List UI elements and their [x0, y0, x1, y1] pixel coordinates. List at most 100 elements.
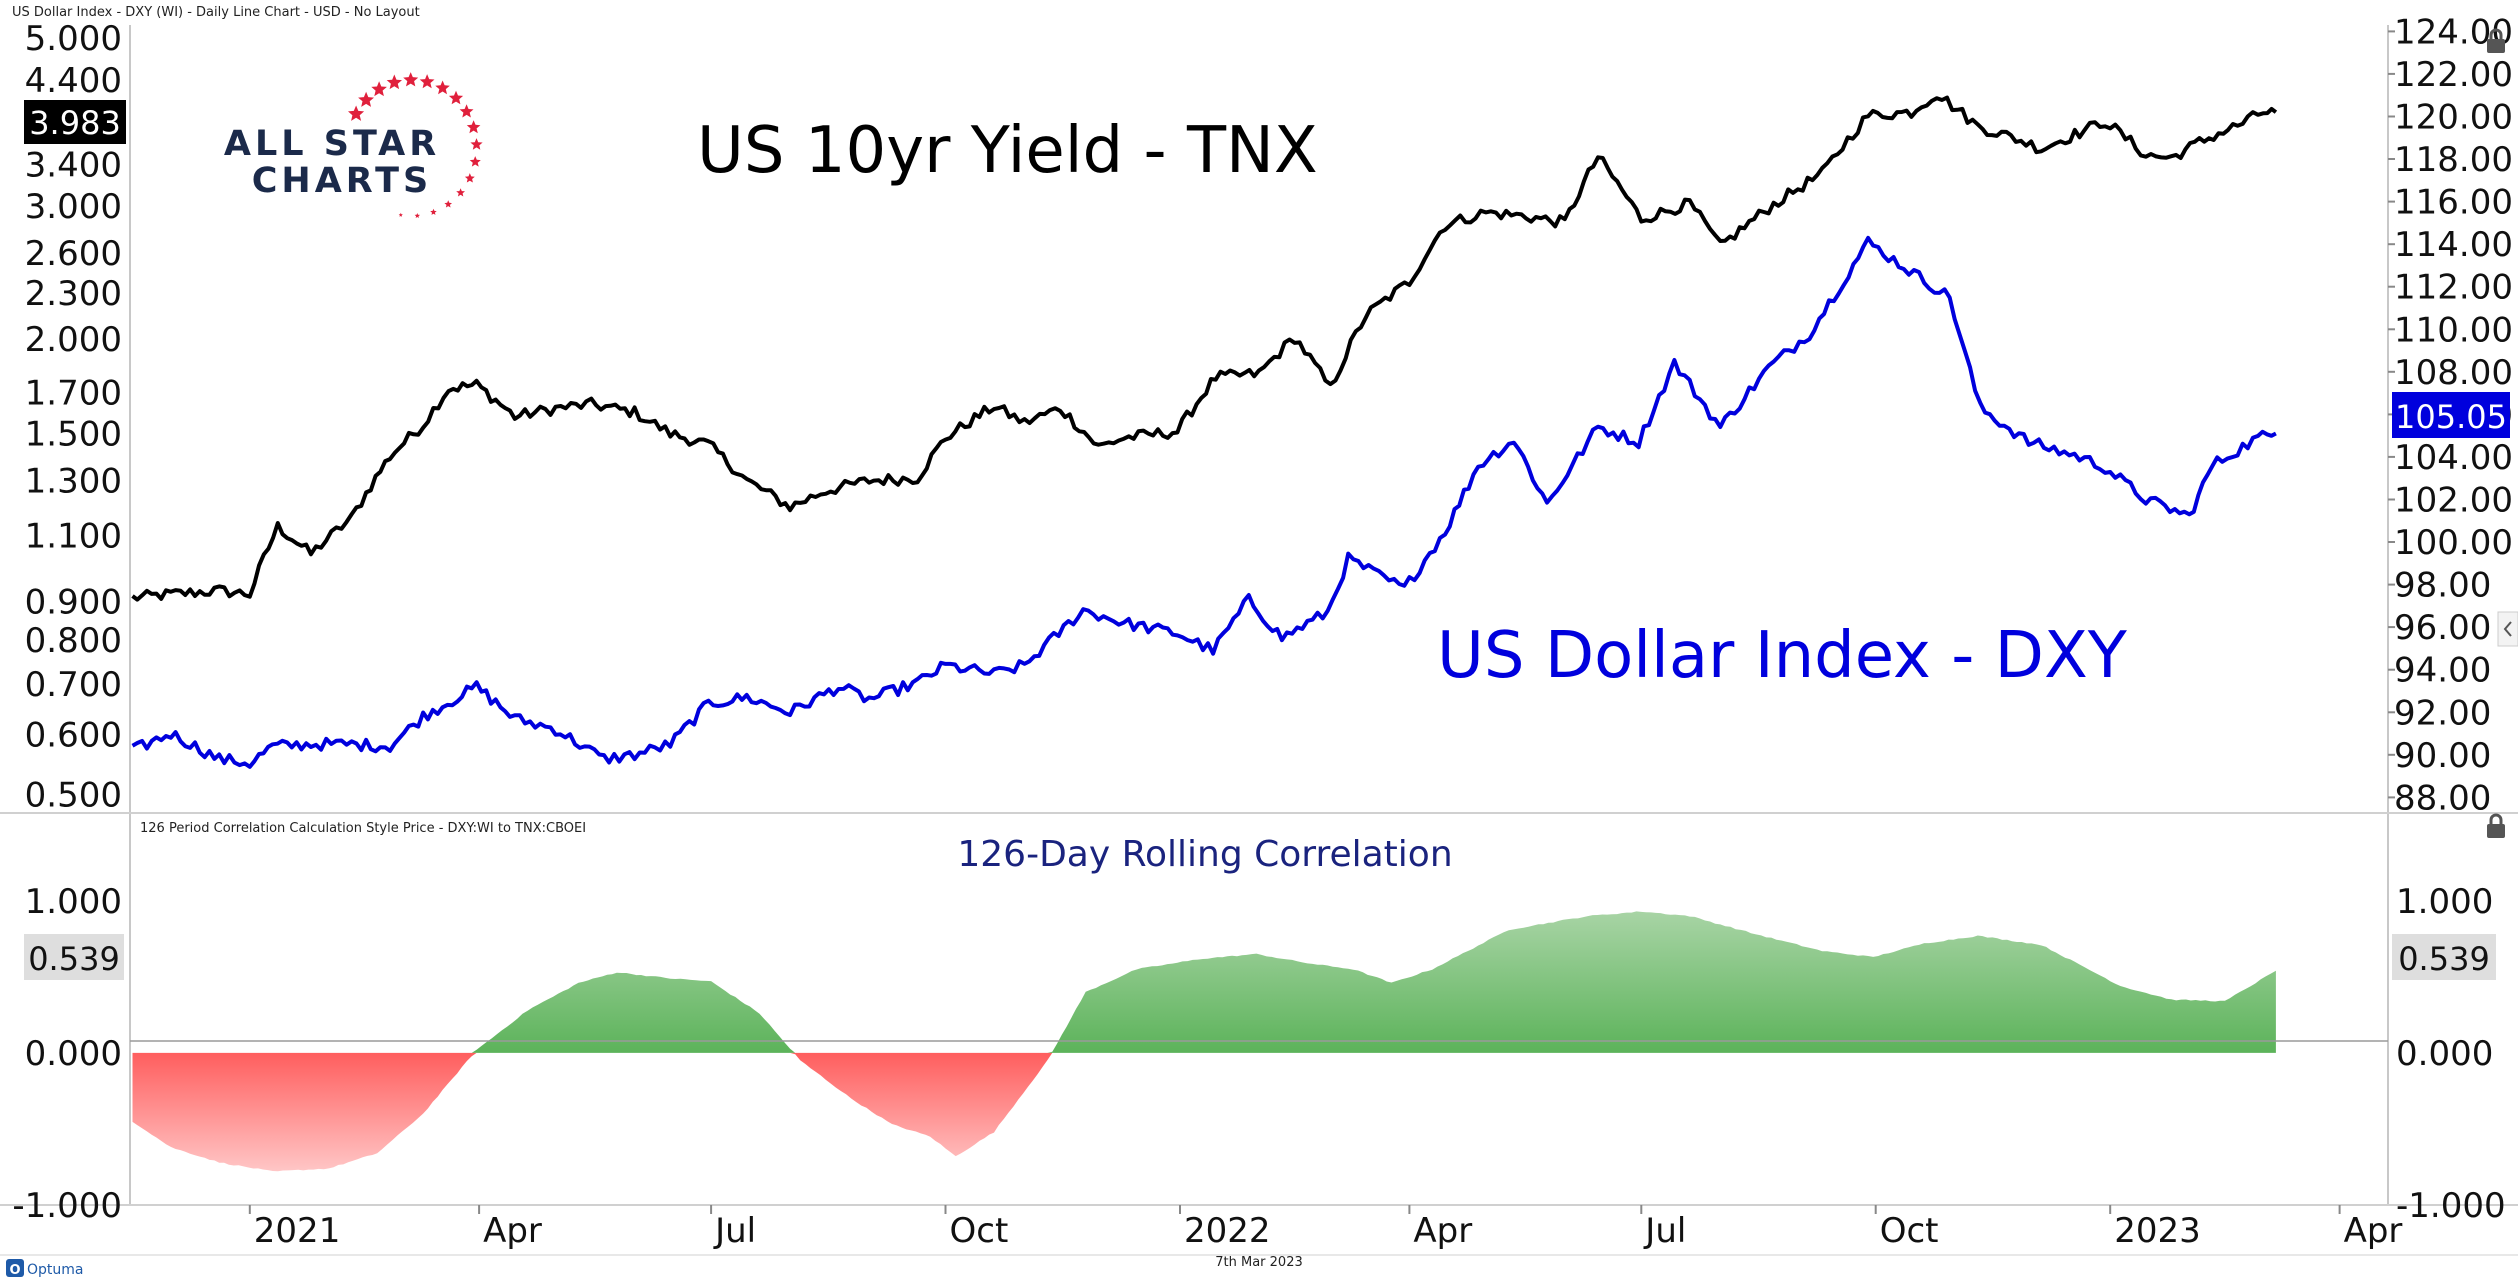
left-tick-label: 5.000	[25, 19, 122, 59]
correlation-area	[132, 911, 2276, 1172]
right-tick-label: 92.00	[2394, 693, 2491, 733]
logo-star	[448, 90, 464, 105]
x-tick-label: Oct	[1880, 1211, 1939, 1251]
right-tick-label: 98.00	[2394, 566, 2491, 606]
left-tick-label: 1.700	[25, 373, 122, 413]
correlation-axis-ticks: 1.000 1.000 0.000 0.000 -1.000 -1.000	[12, 882, 2505, 1226]
left-tick-label: 0.900	[25, 582, 122, 622]
left-tick-label: 2.000	[25, 320, 122, 360]
right-tick-label: 120.00	[2394, 98, 2513, 138]
logo-star	[398, 212, 403, 217]
left-tick-label: 1.500	[25, 415, 122, 455]
brand-name: Optuma	[27, 1262, 84, 1278]
logo-star	[469, 156, 481, 167]
right-tick-label: 94.00	[2394, 651, 2491, 691]
logo-star	[444, 200, 452, 208]
tnx-line	[131, 95, 2278, 602]
logo-line-1: ALL STAR	[224, 124, 440, 164]
lock-icon[interactable]	[2487, 28, 2505, 53]
right-tick-label: 110.00	[2394, 310, 2513, 350]
lower-caption: 126 Period Correlation Calculation Style…	[140, 821, 586, 836]
dxy-line	[131, 235, 2277, 769]
logo-star	[456, 188, 465, 197]
right-tick-label: 88.00	[2394, 778, 2491, 818]
left-tick-label: 2.300	[25, 274, 122, 314]
right-tick-label: 122.00	[2394, 55, 2513, 95]
corr-right-tick-label: -1.000	[2396, 1186, 2506, 1226]
right-tick-label: 102.00	[2394, 481, 2513, 521]
all-star-charts-logo: ALL STAR CHARTS	[224, 72, 483, 218]
collapse-arrow-icon[interactable]	[2497, 611, 2518, 647]
svg-text:105.05: 105.05	[2395, 398, 2507, 436]
svg-text:O: O	[9, 1263, 20, 1278]
logo-star	[348, 105, 365, 121]
corr-left-tick-label: 1.000	[25, 882, 122, 922]
left-tick-label: 4.400	[25, 61, 122, 101]
left-tick-label: 1.300	[25, 462, 122, 502]
x-tick-label: Jul	[1643, 1211, 1686, 1251]
right-tick-label: 100.00	[2394, 523, 2513, 563]
right-tick-label: 104.00	[2394, 438, 2513, 478]
logo-star	[464, 173, 475, 183]
logo-star	[459, 104, 474, 118]
correlation-positive-area	[132, 911, 2276, 1053]
corr-right-tick-label: 0.000	[2396, 1034, 2493, 1074]
logo-star	[371, 81, 387, 97]
series-title-tnx: US 10yr Yield - TNX	[697, 114, 1318, 188]
corr-left-tick-label: 0.000	[25, 1034, 122, 1074]
left-tick-label: 3.000	[25, 187, 122, 227]
logo-star	[419, 74, 435, 89]
right-tick-label: 118.00	[2394, 140, 2513, 180]
x-tick-label: Apr	[483, 1211, 542, 1251]
corr-left-tick-label: -1.000	[12, 1186, 122, 1226]
logo-star	[414, 213, 420, 218]
logo-star	[470, 138, 483, 150]
logo-star	[435, 80, 450, 95]
right-tick-label: 116.00	[2394, 183, 2513, 223]
logo-star	[466, 120, 481, 134]
right-tick-label: 96.00	[2394, 608, 2491, 648]
left-tick-label: 0.500	[25, 776, 122, 816]
right-axis-ticks: 124.00122.00120.00118.00116.00114.00112.…	[2388, 12, 2513, 818]
right-tick-label: 112.00	[2394, 268, 2513, 308]
x-tick-label: Apr	[2344, 1211, 2403, 1251]
left-tick-label: 0.700	[25, 665, 122, 705]
left-tick-label: 1.100	[25, 517, 122, 557]
logo-stars-icon	[348, 72, 483, 218]
x-tick-label: 2022	[1184, 1211, 1271, 1251]
optuma-brand: O Optuma	[6, 1259, 84, 1278]
right-tick-label: 108.00	[2394, 353, 2513, 393]
x-tick-label: 2021	[254, 1211, 341, 1251]
svg-text:0.539: 0.539	[28, 940, 120, 978]
footer-date: 7th Mar 2023	[1215, 1255, 1302, 1270]
logo-line-2: CHARTS	[252, 161, 433, 201]
correlation-negative-area	[132, 1052, 2276, 1172]
logo-star	[386, 74, 402, 90]
logo-star	[430, 208, 437, 215]
x-axis-ticks: 2021 Apr Jul Oct 2022 Apr Jul Oct 2023 Apr	[248, 1205, 2403, 1251]
svg-text:3.983: 3.983	[29, 104, 121, 142]
left-tick-label: 2.600	[25, 234, 122, 274]
series-title-dxy: US Dollar Index - DXY	[1437, 619, 2128, 693]
correlation-title: 126-Day Rolling Correlation	[957, 834, 1452, 875]
tnx-last-badge: 3.983	[24, 100, 126, 144]
corr-right-tick-label: 1.000	[2396, 882, 2493, 922]
logo-star	[403, 72, 419, 87]
logo-star	[358, 91, 374, 107]
corr-last-badge-right: 0.539	[2392, 934, 2496, 980]
x-tick-label: Jul	[713, 1211, 756, 1251]
left-tick-label: 3.400	[25, 146, 122, 186]
svg-text:0.539: 0.539	[2398, 940, 2490, 978]
x-tick-label: 2023	[2114, 1211, 2201, 1251]
left-tick-label: 0.600	[25, 716, 122, 756]
left-tick-label: 0.800	[25, 621, 122, 661]
x-tick-label: Oct	[950, 1211, 1009, 1251]
corr-last-badge-left: 0.539	[24, 934, 124, 980]
lock-icon[interactable]	[2487, 813, 2505, 838]
right-tick-label: 90.00	[2394, 736, 2491, 776]
dxy-last-badge: 105.05	[2392, 392, 2510, 438]
right-tick-label: 114.00	[2394, 225, 2513, 265]
x-tick-label: Apr	[1413, 1211, 1472, 1251]
